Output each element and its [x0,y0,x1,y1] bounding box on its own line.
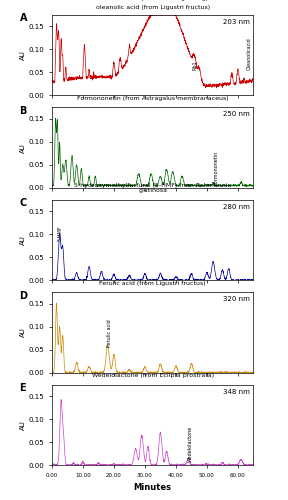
Text: 5-hydroxymethylfurfural (5-HMF) from Rehmannia
glutinosa: 5-hydroxymethylfurfural (5-HMF) from Reh… [74,182,231,194]
Text: Formononetin: Formononetin [214,150,219,184]
Text: 320 nm: 320 nm [223,296,249,302]
Text: 348 nm: 348 nm [223,388,249,394]
Text: E: E [20,383,26,393]
Text: Wedelolactone: Wedelolactone [187,426,192,462]
Text: A: A [20,14,27,24]
Text: Wedelolactone (from Eclipta prostrata): Wedelolactone (from Eclipta prostrata) [92,373,214,378]
X-axis label: Minutes: Minutes [134,483,172,492]
Y-axis label: AU: AU [20,50,26,60]
Text: 280 nm: 280 nm [223,204,249,210]
Text: Rb1: Rb1 [192,60,197,70]
Title: Ginsenosides Rb1 (from : Ginsenosides Rb1 (from [0,499,1,500]
Text: Ferulic acid (from Ligustri fructus): Ferulic acid (from Ligustri fructus) [99,281,206,286]
Text: Oleanolicacid: Oleanolicacid [247,38,252,70]
Text: Ferulic acid: Ferulic acid [107,320,112,347]
Text: 5-HMF: 5-HMF [58,226,63,241]
Text: C: C [20,198,27,208]
Text: Formononetin (from Astragalus membranaceus): Formononetin (from Astragalus membranace… [77,96,228,101]
Text: oleanolic acid (from Ligustri fructus): oleanolic acid (from Ligustri fructus) [96,5,210,10]
Y-axis label: AU: AU [20,420,26,430]
Y-axis label: AU: AU [20,142,26,152]
Y-axis label: AU: AU [20,235,26,245]
Text: B: B [20,106,27,116]
Text: 203 nm: 203 nm [223,19,249,25]
Text: D: D [20,290,28,300]
Y-axis label: AU: AU [20,328,26,338]
Text: 250 nm: 250 nm [223,112,249,117]
